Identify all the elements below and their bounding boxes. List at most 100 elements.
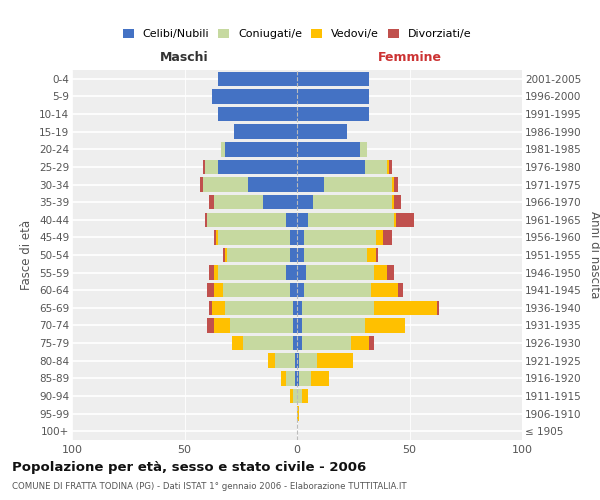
Bar [297, 72, 369, 86]
Bar [297, 142, 360, 156]
Bar [205, 212, 207, 227]
Bar [275, 354, 295, 368]
Bar [365, 160, 387, 174]
Bar [216, 230, 218, 244]
Bar [297, 371, 299, 386]
Bar [218, 160, 297, 174]
Bar [304, 248, 367, 262]
Bar [293, 318, 297, 332]
Bar [248, 178, 297, 192]
Bar [214, 318, 229, 332]
Bar [302, 300, 373, 315]
Bar [306, 266, 373, 280]
Bar [373, 300, 437, 315]
Bar [392, 178, 394, 192]
Bar [297, 178, 324, 192]
Bar [299, 371, 311, 386]
Bar [324, 178, 392, 192]
Bar [295, 354, 297, 368]
Bar [212, 89, 297, 104]
Bar [290, 230, 297, 244]
Bar [297, 248, 304, 262]
Bar [387, 160, 389, 174]
Bar [207, 318, 214, 332]
Bar [209, 300, 212, 315]
Bar [218, 266, 286, 280]
Bar [281, 371, 286, 386]
Bar [225, 142, 297, 156]
Bar [389, 160, 392, 174]
Bar [268, 354, 275, 368]
Bar [376, 230, 383, 244]
Bar [297, 89, 369, 104]
Bar [214, 283, 223, 298]
Bar [297, 406, 299, 421]
Bar [286, 371, 295, 386]
Bar [297, 266, 306, 280]
Bar [203, 160, 205, 174]
Bar [263, 195, 297, 210]
Bar [394, 212, 396, 227]
Bar [297, 160, 365, 174]
Bar [203, 178, 248, 192]
Bar [286, 266, 297, 280]
Text: Popolazione per età, sesso e stato civile - 2006: Popolazione per età, sesso e stato civil… [12, 462, 366, 474]
Text: Femmine: Femmine [377, 52, 442, 64]
Bar [223, 248, 225, 262]
Bar [207, 283, 214, 298]
Bar [398, 283, 403, 298]
Bar [311, 371, 329, 386]
Bar [297, 212, 308, 227]
Bar [218, 230, 290, 244]
Bar [297, 388, 302, 403]
Bar [360, 142, 367, 156]
Bar [297, 230, 304, 244]
Bar [214, 266, 218, 280]
Bar [290, 283, 297, 298]
Bar [221, 142, 225, 156]
Bar [293, 336, 297, 350]
Bar [387, 266, 394, 280]
Text: COMUNE DI FRATTA TODINA (PG) - Dati ISTAT 1° gennaio 2006 - Elaborazione TUTTITA: COMUNE DI FRATTA TODINA (PG) - Dati ISTA… [12, 482, 407, 491]
Bar [371, 283, 398, 298]
Bar [302, 318, 365, 332]
Y-axis label: Fasce di età: Fasce di età [20, 220, 34, 290]
Bar [293, 300, 297, 315]
Bar [223, 283, 290, 298]
Y-axis label: Anni di nascita: Anni di nascita [588, 212, 600, 298]
Bar [290, 388, 293, 403]
Bar [297, 318, 302, 332]
Bar [376, 248, 378, 262]
Bar [225, 300, 293, 315]
Bar [227, 248, 290, 262]
Bar [304, 283, 371, 298]
Bar [243, 336, 293, 350]
Bar [437, 300, 439, 315]
Bar [299, 354, 317, 368]
Bar [295, 371, 297, 386]
Bar [214, 195, 263, 210]
Bar [205, 160, 218, 174]
Legend: Celibi/Nubili, Coniugati/e, Vedovi/e, Divorziati/e: Celibi/Nubili, Coniugati/e, Vedovi/e, Di… [119, 26, 475, 42]
Bar [290, 248, 297, 262]
Bar [286, 212, 297, 227]
Bar [218, 107, 297, 122]
Bar [367, 248, 376, 262]
Bar [297, 107, 369, 122]
Bar [209, 266, 214, 280]
Bar [209, 195, 214, 210]
Bar [351, 336, 369, 350]
Bar [297, 124, 347, 139]
Bar [317, 354, 353, 368]
Bar [218, 72, 297, 86]
Bar [373, 266, 387, 280]
Bar [383, 230, 392, 244]
Bar [200, 178, 203, 192]
Bar [297, 283, 304, 298]
Bar [302, 388, 308, 403]
Bar [214, 230, 216, 244]
Bar [297, 195, 313, 210]
Bar [394, 178, 398, 192]
Bar [297, 354, 299, 368]
Bar [297, 336, 302, 350]
